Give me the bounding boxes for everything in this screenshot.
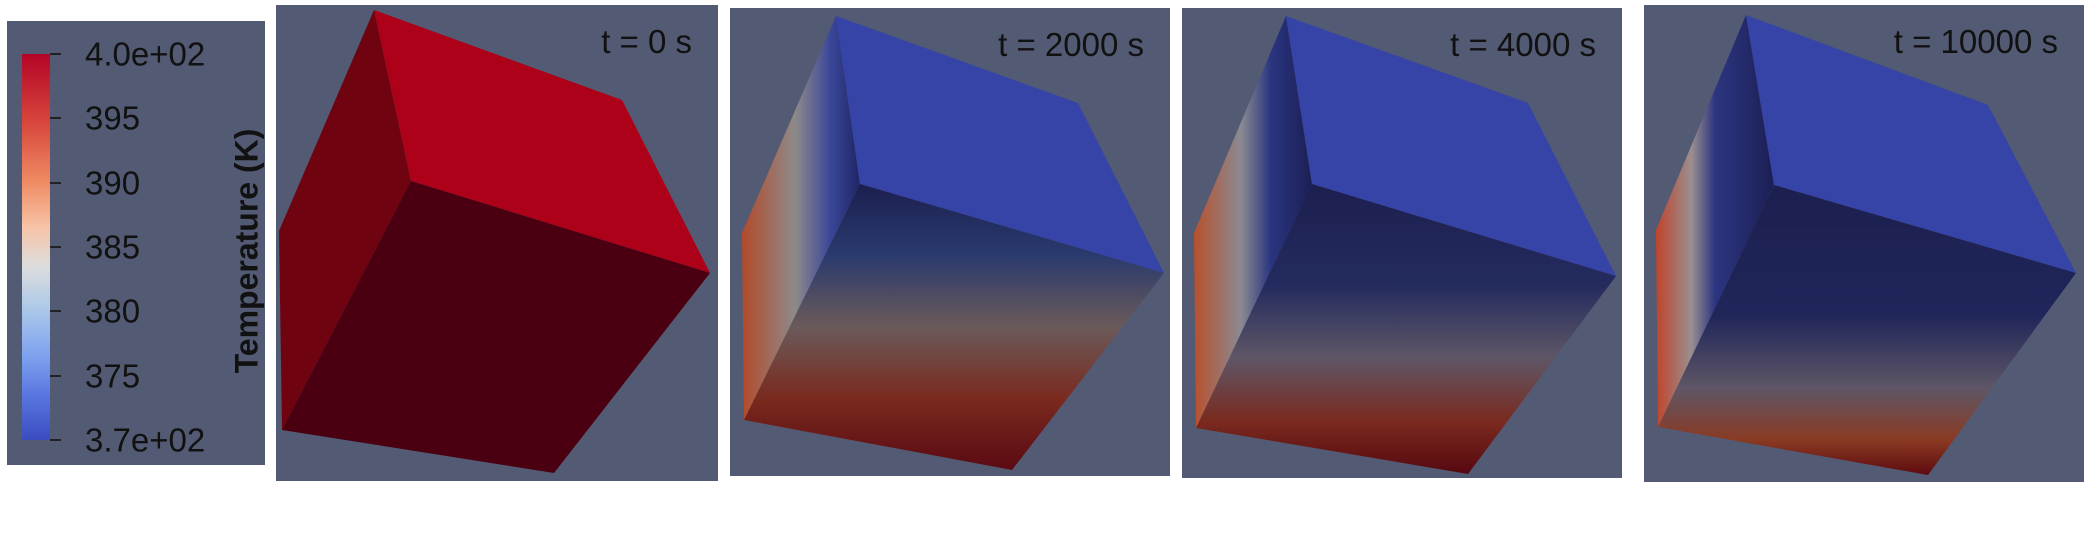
panel-t4000: t = 4000 s: [1182, 8, 1622, 478]
cube-left-face: [1194, 16, 1312, 428]
colorbar-legend: 4.0e+02 395 390 385 380 375 3.7e+02 Temperatur…: [7, 21, 265, 465]
panel-time-label: t = 10000 s: [1893, 23, 2058, 60]
colorbar-tick-mark: [50, 374, 61, 377]
colorbar-tick-mark: [50, 117, 61, 120]
cube-t4000: [1194, 16, 1616, 474]
cube-front-face: [744, 184, 1164, 470]
colorbar-tick-label: 380: [85, 292, 141, 330]
cube-front-face: [1658, 185, 2076, 475]
panel-t0: t = 0 s: [276, 5, 718, 481]
panel-time-label: t = 0 s: [601, 23, 692, 60]
colorbar-tick-label: 395: [85, 99, 141, 137]
cube-top-face: [1286, 16, 1616, 276]
colorbar-tick-mark: [50, 246, 61, 248]
panel-time-label: t = 4000 s: [1450, 26, 1596, 63]
cube-left-face: [742, 16, 860, 420]
colorbar-tick-mark: [50, 439, 61, 441]
colorbar-tick-mark: [50, 310, 61, 313]
cube-top-face: [836, 16, 1164, 273]
panel-time-label: t = 2000 s: [998, 26, 1144, 63]
cube-t0: [279, 10, 710, 473]
colorbar-tick-label: 385: [85, 228, 141, 266]
cube-front-face: [1196, 184, 1616, 474]
panel-t10000: t = 10000 s: [1644, 5, 2084, 482]
colorbar-tick-label: 3.7e+02: [85, 421, 206, 459]
colorbar-tick-label: 375: [85, 357, 141, 395]
cube-t2000: [742, 16, 1164, 470]
cube-left-face: [279, 10, 411, 430]
colorbar-title: Temperature (K): [228, 128, 265, 374]
panel-t2000: t = 2000 s: [730, 8, 1170, 476]
colorbar-tick-mark: [50, 181, 61, 184]
cube-t10000: [1656, 15, 2076, 475]
colorbar-tick-label: 390: [85, 164, 141, 202]
colorbar-gradient: [22, 54, 50, 440]
cube-left-face: [1656, 15, 1774, 427]
cube-front-face: [282, 181, 710, 473]
cube-top-face: [1746, 15, 2076, 273]
cube-top-face: [374, 10, 710, 273]
colorbar-tick-mark: [50, 53, 61, 55]
colorbar-tick-label: 4.0e+02: [85, 35, 206, 73]
